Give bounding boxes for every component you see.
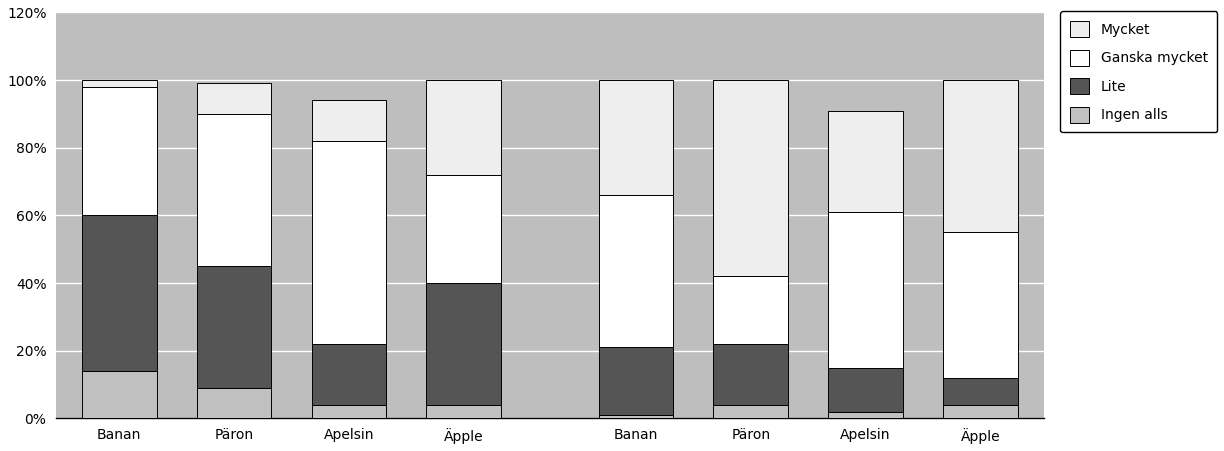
Bar [942,378,1017,405]
Bar [82,371,157,419]
Bar [599,415,673,419]
Bar [942,405,1017,419]
Bar [197,266,272,388]
Bar [942,80,1017,232]
Bar [829,368,903,412]
Bar [197,83,272,114]
Bar [426,283,501,405]
Bar [82,216,157,371]
Bar [714,344,788,405]
Bar [599,347,673,415]
Legend: Mycket, Ganska mycket, Lite, Ingen alls: Mycket, Ganska mycket, Lite, Ingen alls [1060,11,1218,133]
Bar [829,110,903,212]
Bar [312,344,387,405]
Bar [599,80,673,195]
Bar [426,175,501,283]
Bar [829,212,903,368]
Bar [714,80,788,276]
Bar [197,114,272,266]
Bar [312,141,387,344]
Bar [714,405,788,419]
Bar [312,101,387,141]
Bar [312,405,387,419]
Bar [829,412,903,419]
Bar [599,195,673,347]
Bar [714,276,788,344]
Bar [197,388,272,419]
Bar [426,80,501,175]
Bar [82,87,157,216]
Bar [426,405,501,419]
Bar [942,232,1017,378]
Bar [82,80,157,87]
